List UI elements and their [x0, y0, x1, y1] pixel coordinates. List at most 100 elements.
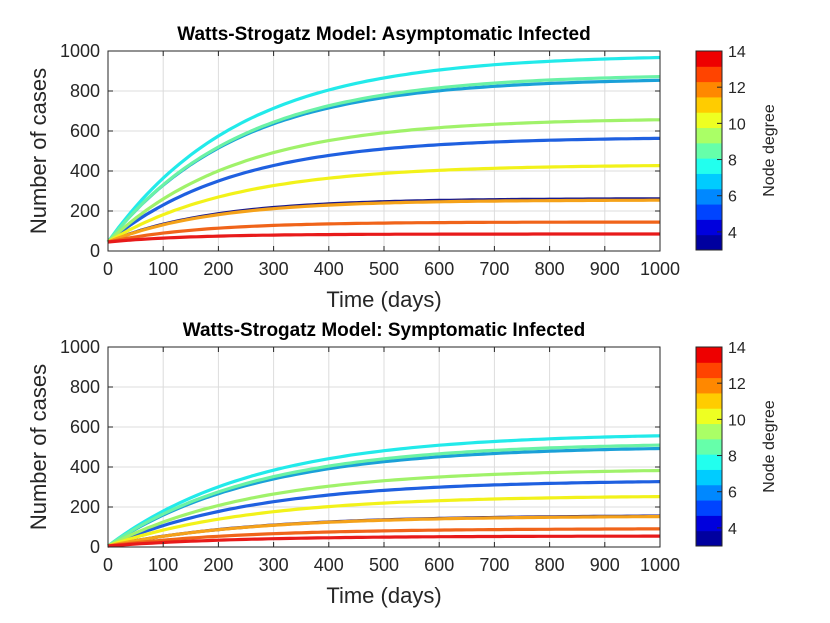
series-line-degree-10: [107, 468, 661, 548]
series-line-degree-11: [107, 164, 660, 244]
colorbar-tick-label: 10: [728, 116, 746, 133]
colorbar-tick-label: 6: [728, 485, 737, 502]
x-axis-label: Time (days): [326, 583, 441, 608]
colorbar-segment: [696, 377, 722, 394]
chart-title: Watts-Strogatz Model: Symptomatic Infect…: [183, 320, 586, 341]
colorbar-segment: [696, 204, 722, 220]
colorbar-segment: [696, 219, 722, 236]
colorbar-tick-label: 12: [728, 80, 746, 97]
y-tick-label: 400: [70, 457, 100, 477]
x-tick-label: 900: [590, 259, 620, 279]
colorbar-segment: [696, 234, 722, 251]
x-tick-label: 800: [535, 259, 565, 279]
x-axis-label: Time (days): [326, 287, 441, 312]
colorbar-segment: [696, 423, 722, 440]
colorbar-segment: [696, 142, 722, 159]
series-line-degree-8: [107, 434, 661, 548]
x-tick-label: 0: [103, 259, 113, 279]
series-line-degree-13: [107, 527, 660, 548]
series-line-degree-8: [106, 55, 661, 243]
x-tick-label: 1000: [640, 555, 680, 575]
colorbar-tick-label: 8: [728, 153, 737, 170]
series-line-degree-4: [107, 480, 661, 548]
y-tick-label: 400: [70, 161, 100, 181]
x-tick-label: 200: [203, 259, 233, 279]
colorbar-tick-label: 10: [728, 412, 746, 429]
x-tick-label: 700: [479, 259, 509, 279]
y-tick-label: 0: [90, 537, 100, 557]
colorbar-segment: [696, 112, 722, 129]
colorbar-segment: [696, 96, 722, 113]
series-line-degree-9: [107, 443, 661, 548]
colorbar-segment: [696, 188, 722, 205]
series-line-degree-13: [107, 220, 660, 244]
series-line-degree-4: [106, 136, 660, 244]
chart-title: Watts-Strogatz Model: Asymptomatic Infec…: [177, 24, 590, 45]
x-tick-label: 100: [148, 259, 178, 279]
colorbar-segment: [696, 408, 722, 425]
colorbar-tick-label: 12: [728, 376, 746, 393]
x-tick-label: 0: [103, 555, 113, 575]
colorbar-segment: [696, 438, 722, 455]
x-tick-label: 1000: [640, 259, 680, 279]
y-tick-label: 0: [90, 241, 100, 261]
colorbar-segment: [696, 66, 722, 83]
x-tick-label: 600: [424, 259, 454, 279]
y-tick-label: 600: [70, 121, 100, 141]
chart-2: 0 100 200 300 400 500 600 700 800 900 1000 0 200 400 6…: [26, 320, 778, 608]
colorbar-segment: [696, 173, 722, 190]
y-tick-label: 600: [70, 417, 100, 437]
colorbar-segment: [696, 530, 722, 547]
x-tick-label: 900: [590, 555, 620, 575]
colorbar-label: Node degree: [761, 400, 778, 493]
colorbar-tick-label: 14: [728, 340, 746, 357]
y-tick-label: 800: [70, 377, 100, 397]
colorbar-segment: [696, 500, 722, 516]
chart-1: 0 100 200 300 400 500 600 700 800 900 1000 0 200 400 6…: [26, 24, 778, 312]
x-tick-label: 400: [314, 555, 344, 575]
y-axis-label: Number of cases: [26, 68, 51, 234]
colorbar-tick-label: 6: [728, 189, 737, 206]
series-line-degree-12: [107, 198, 660, 244]
y-tick-label: 200: [70, 497, 100, 517]
x-tick-label: 800: [535, 555, 565, 575]
x-tick-label: 200: [203, 555, 233, 575]
series-line-degree-9: [106, 75, 661, 243]
colorbar-label: Node degree: [761, 104, 778, 197]
colorbar-tick-label: 4: [728, 521, 737, 538]
colorbar-segment: [696, 515, 722, 532]
y-tick-label: 200: [70, 201, 100, 221]
colorbar-segment: [696, 362, 722, 379]
y-tick-label: 1000: [60, 337, 100, 357]
y-tick-label: 1000: [60, 41, 100, 61]
series-line-degree-12: [107, 515, 660, 548]
colorbar-segment: [696, 469, 722, 486]
colorbar-segment: [696, 127, 722, 144]
colorbar-segment: [696, 484, 722, 501]
colorbar-tick-label: 4: [728, 225, 737, 242]
x-tick-label: 500: [369, 555, 399, 575]
colorbar-frame: [695, 346, 723, 547]
series-line-degree-11: [107, 495, 660, 548]
x-tick-label: 700: [479, 555, 509, 575]
x-tick-label: 300: [259, 555, 289, 575]
y-axis-label: Number of cases: [26, 364, 51, 530]
x-tick-label: 500: [369, 259, 399, 279]
colorbar-segment: [696, 347, 722, 363]
colorbar-segment: [696, 392, 722, 409]
x-tick-label: 400: [314, 259, 344, 279]
x-tick-label: 300: [259, 259, 289, 279]
colorbar-segment: [696, 454, 722, 470]
colorbar-segment: [696, 81, 722, 98]
colorbar-segment: [696, 51, 722, 67]
series-line-degree-10: [106, 118, 660, 244]
x-tick-label: 100: [148, 555, 178, 575]
series-line-degree-14: [107, 534, 660, 548]
colorbar-frame: [695, 50, 723, 251]
colorbar-tick-label: 14: [728, 44, 746, 61]
y-tick-label: 800: [70, 81, 100, 101]
x-tick-label: 600: [424, 555, 454, 575]
series-line-degree-14: [107, 232, 660, 244]
colorbar-segment: [696, 158, 722, 174]
